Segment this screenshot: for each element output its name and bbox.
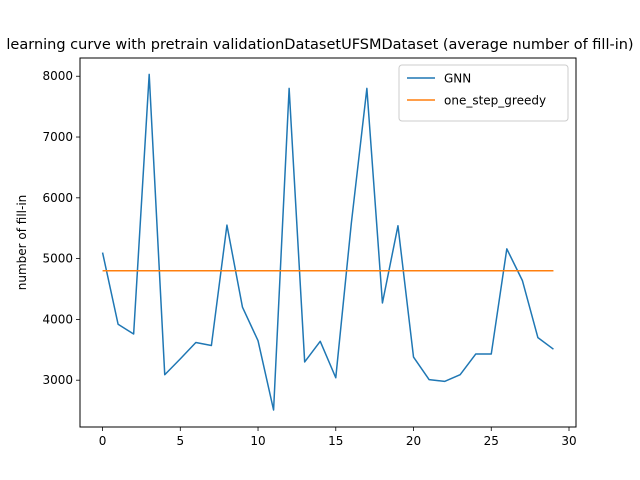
y-tick-label: 4000 <box>42 312 73 326</box>
legend-box <box>398 64 569 122</box>
series-line-0 <box>101 73 554 411</box>
x-tick-label: 20 <box>406 434 421 448</box>
x-tick-label: 5 <box>176 434 184 448</box>
x-tick-label: 15 <box>328 434 343 448</box>
x-tick-label: 10 <box>250 434 265 448</box>
y-tick-label: 8000 <box>42 69 73 83</box>
chart-title: learning curve with pretrain validationD… <box>6 37 633 53</box>
x-tick-label: 25 <box>484 434 499 448</box>
x-axis: 0 5 10 15 20 25 30 <box>99 427 577 448</box>
legend-label: GNN <box>444 72 471 86</box>
y-axis-label: number of fill-in <box>15 195 29 291</box>
x-tick-label: 0 <box>99 434 107 448</box>
y-tick-label: 3000 <box>42 373 73 387</box>
plot-lines <box>101 73 554 411</box>
y-tick-label: 7000 <box>42 130 73 144</box>
x-tick-label: 30 <box>561 434 576 448</box>
legend-label: one_step_greedy <box>444 94 546 108</box>
legend: GNN one_step_greedy <box>398 64 569 122</box>
plot-frame <box>79 57 577 428</box>
y-axis: 3000 4000 5000 6000 7000 8000 <box>42 69 80 387</box>
y-tick-label: 5000 <box>42 252 73 266</box>
y-tick-label: 6000 <box>42 191 73 205</box>
